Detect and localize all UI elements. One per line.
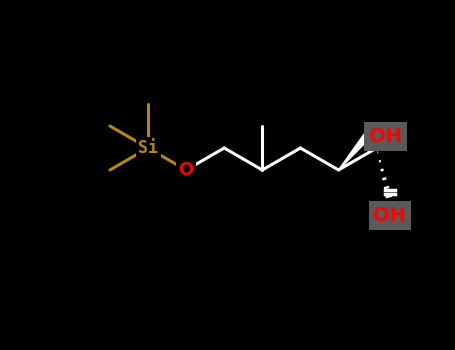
Text: Si: Si xyxy=(138,139,158,157)
Text: OH: OH xyxy=(374,206,406,225)
Text: OH: OH xyxy=(369,127,402,146)
Polygon shape xyxy=(339,134,369,170)
Text: O: O xyxy=(178,161,194,179)
